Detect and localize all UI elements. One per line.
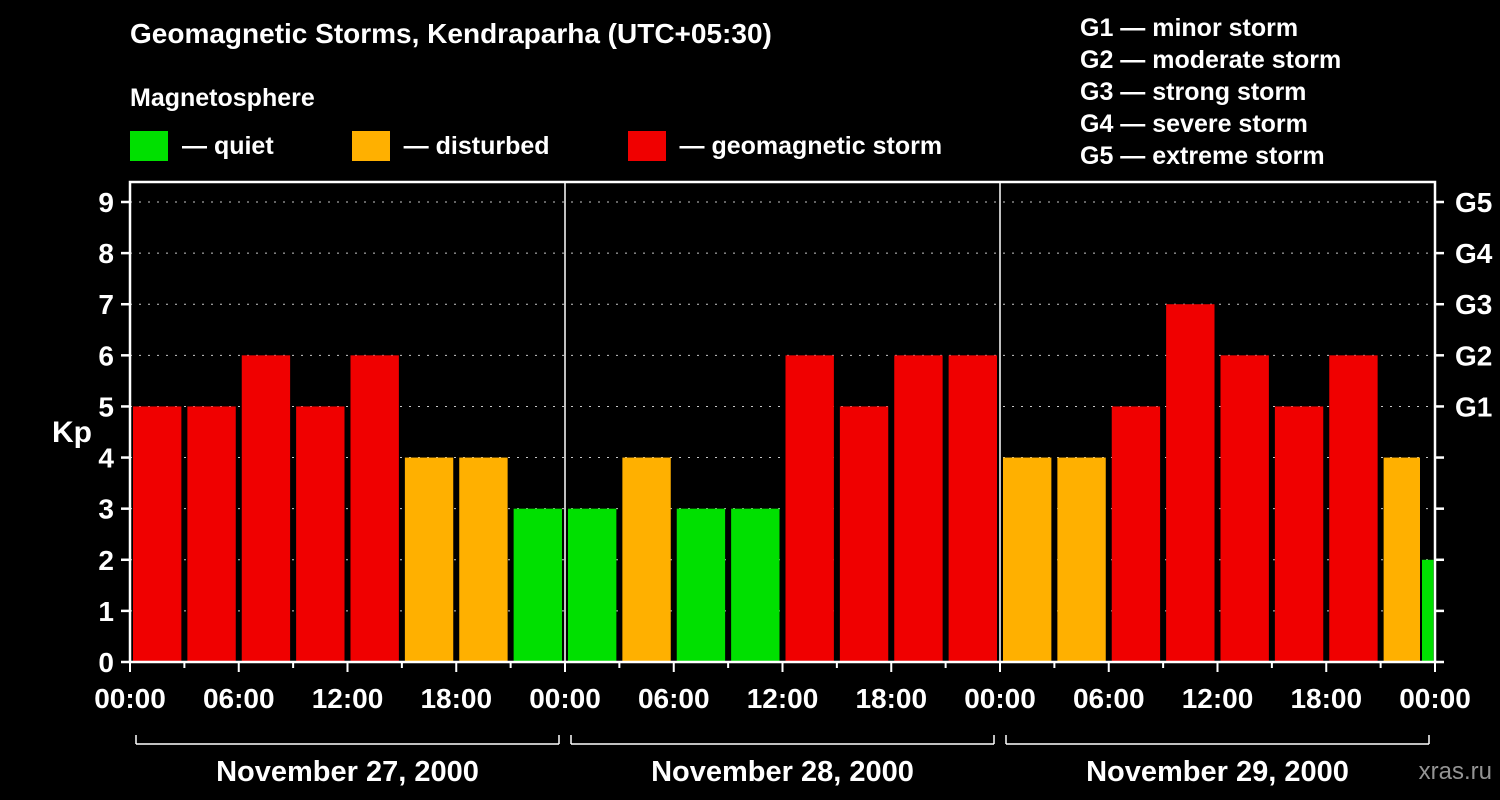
g5-legend-line: G5 — extreme storm — [1080, 142, 1325, 170]
x-axis-label: 12:00 — [1182, 683, 1254, 714]
legend-item-disturbed: — disturbed — [351, 131, 550, 161]
disturbed-swatch-icon — [351, 131, 390, 161]
date-label: November 27, 2000 — [216, 756, 479, 788]
kp-bar — [676, 508, 726, 662]
x-axis-label: 00:00 — [529, 683, 601, 714]
kp-bar — [350, 355, 399, 662]
y-axis-label: 9 — [98, 187, 114, 218]
kp-bar — [404, 457, 454, 662]
kp-bar — [1220, 355, 1269, 662]
kp-bar — [1057, 457, 1106, 662]
x-axis-label: 18:00 — [855, 683, 927, 714]
y-axis-label: 7 — [98, 289, 114, 320]
x-axis-label: 18:00 — [420, 683, 492, 714]
y-axis-label: 8 — [98, 238, 114, 269]
page-title: Geomagnetic Storms, Kendraparha (UTC+05:… — [130, 18, 772, 49]
g-axis-label: G5 — [1455, 187, 1492, 218]
kp-bar — [839, 406, 889, 662]
g3-legend-line: G3 — strong storm — [1080, 78, 1307, 106]
legend-label-quiet: — quiet — [182, 131, 274, 160]
kp-bar — [785, 355, 834, 662]
g-axis-label: G2 — [1455, 340, 1492, 371]
watermark: xras.ru — [1418, 758, 1492, 785]
y-axis-label: 4 — [98, 443, 114, 474]
kp-bar-partial — [1422, 559, 1434, 662]
kp-bar — [459, 457, 508, 662]
y-axis-label: 5 — [98, 391, 114, 422]
kp-bar — [1383, 457, 1420, 662]
kp-bar — [731, 508, 780, 662]
x-axis-label: 06:00 — [203, 683, 275, 714]
y-axis-label: 6 — [98, 340, 114, 371]
g-axis-label: G4 — [1455, 238, 1493, 269]
x-axis-label: 06:00 — [1073, 683, 1145, 714]
kp-bar — [1166, 304, 1215, 662]
kp-bar — [296, 406, 345, 662]
kp-axis-title: Kp — [52, 416, 92, 449]
legend-label-storm: — geomagnetic storm — [679, 131, 943, 160]
kp-bar — [948, 355, 997, 662]
x-axis-label: 12:00 — [312, 683, 384, 714]
storm-swatch-icon — [627, 131, 666, 161]
g-axis-label: G1 — [1455, 391, 1492, 422]
kp-bar — [622, 457, 671, 662]
magnetosphere-label: Magnetosphere — [130, 84, 315, 112]
kp-bar — [187, 406, 236, 662]
kp-bar — [241, 355, 291, 662]
x-axis-label: 00:00 — [1399, 683, 1471, 714]
legend-label-disturbed: — disturbed — [403, 131, 550, 160]
g4-legend-line: G4 — severe storm — [1080, 110, 1308, 138]
x-axis-label: 00:00 — [964, 683, 1036, 714]
x-axis-label: 12:00 — [747, 683, 819, 714]
legend-item-storm: — geomagnetic storm — [627, 131, 943, 161]
x-axis-label: 18:00 — [1290, 683, 1362, 714]
kp-color-legend: — quiet — disturbed — geomagnetic storm — [130, 131, 942, 161]
kp-bar — [513, 508, 562, 662]
kp-bar — [1329, 355, 1378, 662]
y-axis-label: 0 — [98, 647, 114, 678]
legend-item-quiet: — quiet — [130, 131, 274, 161]
kp-bar — [568, 508, 617, 662]
date-label: November 28, 2000 — [651, 756, 914, 788]
date-label: November 29, 2000 — [1086, 756, 1349, 788]
x-axis-label: 06:00 — [638, 683, 710, 714]
y-axis-label: 1 — [98, 596, 114, 627]
quiet-swatch-icon — [130, 131, 168, 161]
kp-bar — [1274, 406, 1324, 662]
g-axis-label: G3 — [1455, 289, 1492, 320]
g-scale-legend: G1 — minor storm G2 — moderate storm G3 … — [1080, 12, 1341, 172]
y-axis-label: 3 — [98, 494, 114, 525]
kp-bar — [1111, 406, 1161, 662]
kp-bar — [1003, 457, 1052, 662]
g2-legend-line: G2 — moderate storm — [1080, 46, 1342, 74]
x-axis-label: 00:00 — [94, 683, 166, 714]
kp-bar — [894, 355, 943, 662]
g1-legend-line: G1 — minor storm — [1080, 14, 1299, 42]
kp-bar — [133, 406, 182, 662]
y-axis-label: 2 — [98, 545, 114, 576]
